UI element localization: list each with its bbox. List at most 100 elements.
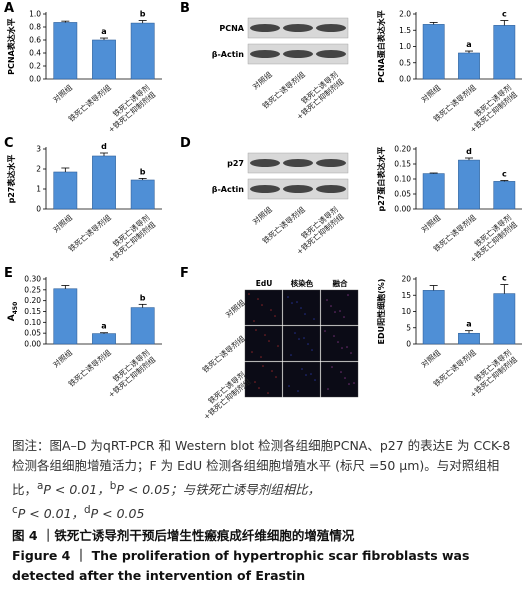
cell-dot bbox=[270, 309, 272, 311]
y-tick-label: 0.15 bbox=[394, 160, 411, 169]
cell-dot bbox=[333, 335, 335, 337]
blot-band bbox=[316, 24, 346, 32]
cell-dot bbox=[288, 385, 290, 387]
cell-dot bbox=[350, 352, 352, 354]
significance-label: a bbox=[466, 40, 471, 49]
column-label: 核染色 bbox=[291, 278, 314, 288]
y-tick-label: 0.20 bbox=[394, 145, 411, 154]
cell-dot bbox=[248, 293, 250, 295]
y-tick-label: 0.00 bbox=[24, 340, 41, 349]
cell-dot bbox=[331, 366, 333, 368]
y-tick-label: 1.0 bbox=[29, 10, 41, 19]
cell-dot bbox=[260, 356, 262, 358]
y-tick-label: 0.5 bbox=[399, 58, 411, 67]
error-bar bbox=[429, 172, 438, 174]
y-tick-label: 0.2 bbox=[29, 62, 41, 71]
y-tick-label: 1 bbox=[36, 185, 41, 194]
error-bar bbox=[500, 284, 509, 294]
cell-dot bbox=[334, 311, 336, 313]
micro-cell bbox=[282, 325, 321, 362]
y-tick-label: 0.0 bbox=[399, 75, 411, 84]
y-tick-label: 3 bbox=[36, 145, 41, 154]
micro-cell bbox=[282, 361, 321, 398]
error-bar bbox=[138, 177, 147, 180]
note-sup: c bbox=[12, 504, 18, 517]
bar bbox=[53, 22, 78, 80]
cell-dot bbox=[305, 374, 307, 376]
cell-dot bbox=[337, 341, 339, 343]
blot-row-label: β-Actin bbox=[212, 50, 245, 59]
bar bbox=[130, 179, 155, 210]
bar bbox=[493, 25, 516, 80]
error-bar bbox=[61, 285, 70, 289]
blot-row-label: PCNA bbox=[219, 24, 244, 33]
cell-dot bbox=[287, 296, 289, 298]
bar bbox=[130, 22, 155, 80]
cell-dot bbox=[310, 373, 312, 375]
y-tick-label: 0.00 bbox=[394, 205, 411, 214]
panel-letter: C bbox=[4, 136, 14, 151]
bar bbox=[493, 181, 516, 210]
cell-dot bbox=[314, 379, 316, 381]
blot-band bbox=[316, 50, 346, 58]
cell-dot bbox=[275, 376, 277, 378]
caption: 图注：图A–D 为qRT-PCR 和 Western blot 检测各组细胞PC… bbox=[12, 436, 520, 586]
blot-band bbox=[250, 185, 280, 193]
cell-dot bbox=[340, 371, 342, 373]
error-bar bbox=[138, 303, 147, 308]
note-text: P < 0.05 bbox=[90, 506, 145, 522]
y-tick-label: 15 bbox=[401, 291, 411, 300]
cell-dot bbox=[301, 368, 303, 370]
bar bbox=[92, 333, 116, 345]
panel-letter: A bbox=[4, 1, 14, 16]
micro-cell bbox=[320, 325, 359, 362]
y-tick-label: 2.0 bbox=[399, 10, 411, 19]
cell-dot bbox=[267, 392, 269, 394]
cell-dot bbox=[268, 340, 270, 342]
significance-label: a bbox=[466, 320, 471, 329]
y-tick-label: 1.0 bbox=[399, 42, 411, 51]
cell-dot bbox=[264, 334, 266, 336]
cell-dot bbox=[303, 337, 305, 339]
significance-label: d bbox=[101, 142, 107, 151]
significance-label: b bbox=[140, 293, 146, 302]
micro-cell bbox=[320, 361, 359, 398]
y-tick-label: 0.30 bbox=[24, 275, 41, 284]
error-bar bbox=[465, 157, 473, 161]
cell-dot bbox=[274, 315, 276, 317]
cell-dot bbox=[324, 330, 326, 332]
error-bar bbox=[138, 20, 147, 24]
cell-dot bbox=[262, 365, 264, 367]
cell-dot bbox=[348, 383, 350, 385]
note-sup: d bbox=[84, 504, 91, 517]
y-tick-label: 0.4 bbox=[29, 49, 41, 58]
significance-label: b bbox=[140, 10, 146, 19]
y-tick-label: 10 bbox=[401, 307, 411, 316]
error-bar bbox=[465, 330, 473, 334]
bar bbox=[130, 307, 155, 345]
blot-band bbox=[283, 185, 313, 193]
bar bbox=[493, 293, 516, 345]
significance-label: d bbox=[466, 147, 472, 156]
micro-cell bbox=[244, 289, 283, 326]
cell-dot bbox=[271, 370, 273, 372]
bar bbox=[422, 173, 445, 210]
y-tick-label: 2 bbox=[36, 165, 41, 174]
cell-dot bbox=[298, 338, 300, 340]
y-axis-label: p27表达水平 bbox=[6, 155, 16, 204]
y-tick-label: 5 bbox=[406, 323, 411, 332]
error-bar bbox=[429, 285, 438, 291]
error-bar bbox=[429, 22, 438, 25]
cell-dot bbox=[296, 301, 298, 303]
y-tick-label: 0.8 bbox=[29, 23, 41, 32]
blot-band bbox=[250, 50, 280, 58]
bar bbox=[92, 39, 116, 80]
y-axis-label: A450 bbox=[7, 302, 19, 322]
blot-band bbox=[283, 50, 313, 58]
error-bar bbox=[100, 152, 108, 156]
cell-dot bbox=[290, 354, 292, 356]
blot-band bbox=[316, 185, 346, 193]
note-sup: b bbox=[109, 480, 117, 492]
blot-band bbox=[283, 159, 313, 167]
